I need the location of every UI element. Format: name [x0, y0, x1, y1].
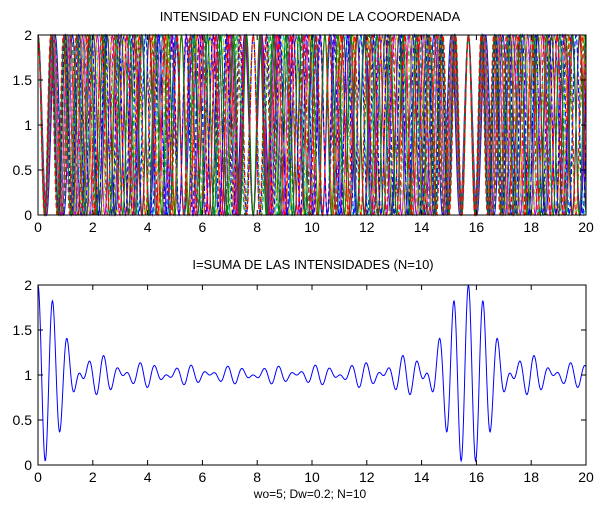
- x-tick-label: 8: [253, 219, 261, 235]
- x-axis-label: wo=5; Dw=0.2; N=10: [253, 487, 367, 501]
- tick-group: 0 2 4 6 8 10 12 14 16 18 20 0 0.5 1 1.5 2: [13, 277, 594, 485]
- y-tick-label: 0.5: [13, 412, 33, 428]
- x-tick-label: 6: [199, 469, 207, 485]
- x-tick-label: 10: [304, 219, 320, 235]
- y-tick-label: 0.5: [13, 162, 33, 178]
- x-tick-label: 0: [34, 219, 42, 235]
- chart-intensity-by-coordinate: INTENSIDAD EN FUNCION DE LA COORDENADA 0…: [13, 9, 594, 235]
- y-tick-label: 1.5: [13, 322, 33, 338]
- x-tick-label: 0: [34, 469, 42, 485]
- x-tick-label: 18: [523, 219, 539, 235]
- x-tick-label: 12: [359, 469, 375, 485]
- series-line: [37, 33, 587, 217]
- x-tick-label: 14: [414, 219, 430, 235]
- series-line: [37, 33, 587, 217]
- series-line: [37, 33, 587, 217]
- series-line: [37, 33, 587, 217]
- tick-group: 0 2 4 6 8 10 12 14 16 18 20 0 0.5 1 1.5 2: [13, 27, 594, 235]
- x-tick-label: 20: [578, 469, 594, 485]
- x-tick-label: 20: [578, 219, 594, 235]
- x-tick-label: 4: [144, 469, 152, 485]
- chart-sum-of-intensities: I=SUMA DE LAS INTENSIDADES (N=10) 0 2 4 6 8 1…: [13, 257, 594, 501]
- series-line: [37, 33, 587, 217]
- y-tick-label: 2: [24, 277, 32, 293]
- x-tick-label: 6: [199, 219, 207, 235]
- x-tick-label: 2: [89, 469, 97, 485]
- y-tick-label: 1: [24, 367, 32, 383]
- x-tick-label: 16: [469, 469, 485, 485]
- x-tick-label: 18: [523, 469, 539, 485]
- series-group: [37, 284, 587, 463]
- x-tick-label: 10: [304, 469, 320, 485]
- x-tick-label: 12: [359, 219, 375, 235]
- chart-title: I=SUMA DE LAS INTENSIDADES (N=10): [192, 257, 433, 272]
- x-tick-label: 4: [144, 219, 152, 235]
- series-line: [37, 284, 587, 463]
- chart-title: INTENSIDAD EN FUNCION DE LA COORDENADA: [160, 9, 461, 24]
- y-tick-label: 2: [24, 27, 32, 43]
- x-tick-label: 8: [253, 469, 261, 485]
- x-tick-label: 14: [414, 469, 430, 485]
- y-tick-label: 0: [24, 207, 32, 223]
- y-tick-label: 1.5: [13, 72, 33, 88]
- x-tick-label: 16: [469, 219, 485, 235]
- x-tick-label: 2: [89, 219, 97, 235]
- y-tick-label: 0: [24, 457, 32, 473]
- y-tick-label: 1: [24, 117, 32, 133]
